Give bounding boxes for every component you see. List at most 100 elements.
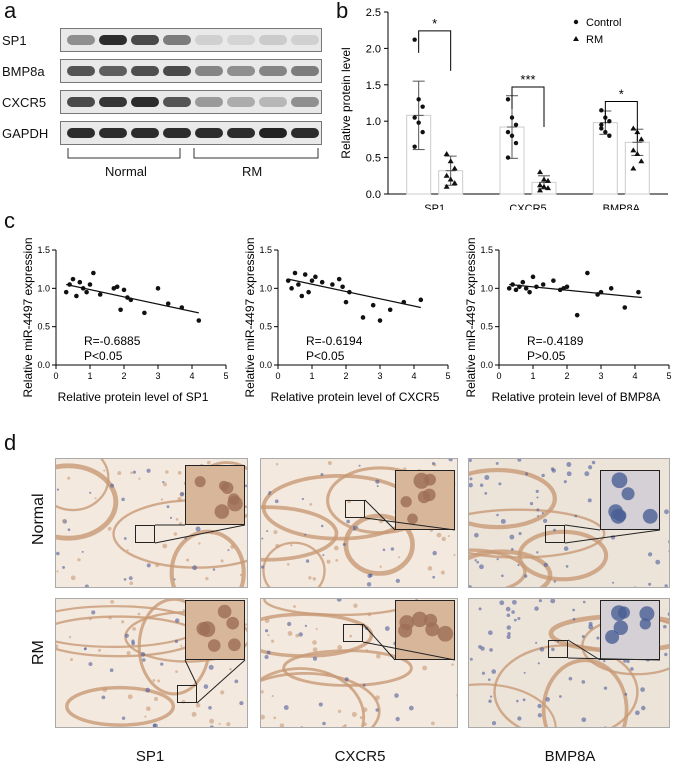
data-point — [537, 169, 543, 175]
tissue-outline — [493, 644, 639, 727]
data-point — [598, 289, 604, 295]
nucleus-dot — [385, 530, 389, 535]
nucleus-dot — [505, 606, 511, 612]
data-point — [360, 315, 366, 320]
nucleus-dot — [397, 556, 401, 559]
x-tick-label: 2 — [564, 371, 569, 381]
blot-label-gapdh: GAPDH — [2, 126, 49, 141]
x-tick-label: 0 — [496, 371, 501, 381]
x-tick-label: 4 — [411, 371, 416, 381]
data-point — [165, 301, 171, 306]
ihc-zoom-region — [177, 685, 197, 703]
nucleus-dot — [375, 695, 380, 700]
nucleus-dot — [363, 722, 367, 727]
data-point — [443, 172, 450, 178]
x-tick-label: 4 — [632, 371, 637, 381]
data-point — [416, 120, 421, 125]
nucleus-dot — [535, 641, 538, 644]
bar — [499, 126, 525, 195]
nucleus-dot — [553, 580, 557, 583]
ihc-zoom-region — [545, 525, 565, 543]
blot-band — [131, 35, 159, 45]
nucleus-dot — [525, 472, 529, 476]
y-tick-label: 2.5 — [366, 7, 381, 19]
nucleus-dot — [456, 693, 457, 697]
nucleus-dot — [267, 633, 270, 637]
nucleus-dot — [451, 663, 454, 666]
nucleus-dot — [495, 461, 499, 465]
nucleus-dot — [140, 652, 146, 657]
nucleus-dot — [664, 652, 668, 657]
blot-band — [163, 128, 191, 138]
nucleus-dot — [365, 626, 369, 630]
data-point — [541, 176, 547, 182]
y-axis-label: Relative miR-4497 expression — [243, 237, 257, 397]
nucleus-dot — [209, 718, 215, 724]
data-point — [537, 182, 543, 188]
data-point — [603, 129, 608, 135]
nucleus-dot — [474, 532, 479, 538]
blot-band — [67, 66, 95, 76]
y-tick-label: 1.0 — [259, 283, 272, 293]
nucleus-dot — [293, 605, 296, 608]
nucleus-dot — [177, 471, 182, 475]
nucleus-dot — [558, 695, 562, 698]
ihc-inset — [185, 465, 245, 525]
nucleus-dot — [501, 574, 504, 578]
nucleus-dot — [173, 578, 176, 581]
scatter-plot-bmp8a: 0.0 0.5 1.0 1.5 0 1 2 3 4 5 Relative miR-4497 expr… — [464, 237, 672, 404]
data-point — [607, 119, 612, 124]
significance-bracket — [418, 30, 452, 71]
data-point — [451, 165, 458, 171]
nucleus-dot — [517, 616, 521, 621]
nucleus-dot — [261, 565, 265, 569]
nucleus-dot — [103, 469, 106, 472]
inset-cells — [196, 604, 241, 652]
nucleus-dot — [499, 600, 505, 606]
ihc-col-label-cxcr5: CXCR5 — [334, 748, 386, 765]
nucleus-dot — [89, 491, 92, 494]
nucleus-dot — [488, 630, 493, 636]
nucleus-dot — [500, 518, 506, 524]
blot-label-cxcr5: CXCR5 — [2, 95, 47, 110]
data-point — [299, 293, 305, 299]
nucleus-dot — [195, 702, 201, 708]
nucleus-dot — [152, 679, 156, 682]
nucleus-dot — [612, 581, 615, 584]
inset-cell — [642, 508, 658, 524]
data-point — [412, 37, 417, 42]
nucleus-dot — [375, 653, 381, 659]
nucleus-dot — [83, 647, 87, 651]
nucleus-dot — [543, 562, 548, 568]
nucleus-dot — [98, 648, 102, 652]
nucleus-dot — [529, 501, 534, 506]
inset-cell — [194, 476, 206, 488]
data-point — [551, 278, 556, 283]
data-point — [285, 278, 291, 283]
nucleus-dot — [333, 545, 339, 551]
nucleus-dot — [77, 558, 81, 562]
ihc-inset — [395, 470, 455, 530]
nucleus-dot — [160, 498, 164, 501]
inset-cell — [608, 504, 624, 519]
nucleus-dot — [121, 497, 125, 502]
nucleus-dot — [178, 522, 183, 526]
nucleus-dot — [304, 533, 307, 536]
data-point — [179, 305, 185, 310]
nucleus-dot — [664, 509, 669, 515]
blot-strip-sp1 — [60, 28, 322, 52]
nucleus-dot — [432, 575, 436, 579]
nucleus-dot — [376, 485, 379, 488]
nucleus-dot — [88, 662, 93, 667]
inset-cell — [417, 490, 431, 504]
data-point — [506, 286, 512, 291]
nucleus-dot — [369, 573, 373, 578]
panel-letter-d: d — [4, 430, 17, 455]
nucleus-dot — [582, 600, 586, 604]
data-point — [118, 307, 123, 313]
stat-p: P<0.05 — [84, 349, 123, 363]
nucleus-dot — [344, 723, 347, 727]
nucleus-dot — [641, 705, 646, 711]
nucleus-dot — [427, 566, 433, 571]
nucleus-dot — [137, 612, 141, 616]
